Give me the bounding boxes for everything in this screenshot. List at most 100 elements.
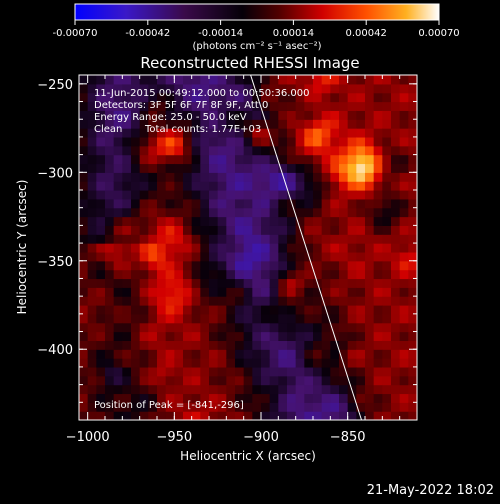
heatmap-cell (278, 287, 288, 297)
heatmap-cell (339, 305, 349, 315)
heatmap-cell (96, 384, 106, 395)
heatmap-cell (165, 128, 175, 138)
heatmap-cell (183, 75, 193, 85)
heatmap-cell (304, 296, 314, 306)
heatmap-cell (105, 234, 115, 244)
colorbar-ticks: -0.00070 -0.00042 -0.00014 0.00014 0.00042 0.… (53, 20, 460, 39)
heatmap-cell (356, 313, 366, 324)
heatmap-cell (347, 313, 357, 324)
heatmap-cell (399, 402, 409, 412)
heatmap-cell (96, 136, 106, 147)
heatmap-cell (183, 119, 193, 129)
heatmap-cell (261, 251, 271, 262)
heatmap-cell (209, 349, 219, 359)
heatmap-cell (339, 287, 349, 297)
heatmap-cell (148, 190, 158, 200)
heatmap-cell (269, 287, 279, 297)
heatmap-cell (122, 154, 132, 165)
heatmap-cell (261, 145, 271, 156)
heatmap-cell (79, 366, 89, 377)
heatmap-cell (148, 340, 158, 350)
heatmap-cell (269, 110, 279, 120)
heatmap-cell (408, 384, 417, 395)
heatmap-cell (382, 101, 392, 111)
heatmap-cell (243, 287, 253, 297)
heatmap-cell (139, 110, 149, 120)
annotation-total-counts: Total counts: 1.77E+03 (144, 124, 261, 135)
heatmap-cell (113, 331, 123, 341)
heatmap-cell (148, 278, 158, 288)
heatmap-cell (356, 145, 366, 156)
heatmap-cell (339, 83, 349, 94)
heatmap-cell (96, 251, 106, 262)
heatmap-cell (304, 375, 314, 386)
heatmap-cell (165, 75, 175, 85)
heatmap-cell (157, 225, 167, 235)
heatmap-cell (200, 358, 210, 368)
heatmap-cell (347, 83, 357, 94)
heatmap-cell (191, 92, 201, 103)
heatmap-cell (174, 305, 184, 315)
heatmap-cell (226, 198, 236, 209)
heatmap-cell (165, 207, 175, 218)
heatmap-cell (373, 154, 383, 165)
heatmap-cell (356, 375, 366, 386)
heatmap-cell (399, 305, 409, 315)
heatmap-cell (356, 216, 366, 226)
heatmap-cell (252, 243, 262, 253)
heatmap-cell (278, 375, 288, 386)
heatmap-cell (382, 278, 392, 288)
heatmap-cell (96, 92, 106, 103)
heatmap-cell (235, 190, 245, 200)
heatmap-cell (304, 313, 314, 324)
heatmap-cell (122, 340, 132, 350)
heatmap-cell (382, 313, 392, 324)
heatmap-cell (79, 83, 89, 94)
heatmap-cell (183, 207, 193, 218)
heatmap-cell (105, 172, 115, 182)
heatmap-cell (217, 128, 227, 138)
heatmap-cell (122, 101, 132, 111)
heatmap-cell (365, 234, 375, 244)
heatmap-cell (217, 322, 227, 333)
heatmap-cell (399, 234, 409, 244)
heatmap-cell (174, 375, 184, 386)
heatmap-cell (122, 260, 132, 271)
heatmap-cell (243, 393, 253, 403)
heatmap-cell (313, 216, 323, 226)
heatmap-cell (373, 119, 383, 129)
heatmap-cell (226, 190, 236, 200)
heatmap-cell (313, 260, 323, 271)
heatmap-cell (304, 402, 314, 412)
heatmap-cell (356, 305, 366, 315)
heatmap-cell (235, 322, 245, 333)
heatmap-cell (200, 181, 210, 191)
heatmap-cell (391, 172, 401, 182)
heatmap-cell (365, 340, 375, 350)
heatmap-cell (79, 411, 89, 420)
heatmap-cell (382, 128, 392, 138)
heatmap-cell (148, 119, 158, 129)
heatmap-cell (87, 154, 97, 165)
heatmap-cell (148, 393, 158, 403)
heatmap-cell (131, 163, 141, 173)
heatmap-cell (157, 340, 167, 350)
heatmap-cell (105, 278, 115, 288)
heatmap-cell (96, 358, 106, 368)
heatmap-cell (278, 402, 288, 412)
heatmap-cell (209, 163, 219, 173)
heatmap-cell (313, 269, 323, 280)
heatmap-cell (105, 393, 115, 403)
heatmap-cell (191, 305, 201, 315)
heatmap-cell (200, 384, 210, 395)
heatmap-cell (339, 384, 349, 395)
heatmap-cell (105, 163, 115, 173)
heatmap-cell (399, 375, 409, 386)
heatmap-cell (313, 172, 323, 182)
heatmap-cell (183, 331, 193, 341)
heatmap-cell (209, 225, 219, 235)
heatmap-cell (79, 225, 89, 235)
heatmap-cell (87, 243, 97, 253)
heatmap-cell (261, 411, 271, 420)
heatmap-cell (313, 190, 323, 200)
